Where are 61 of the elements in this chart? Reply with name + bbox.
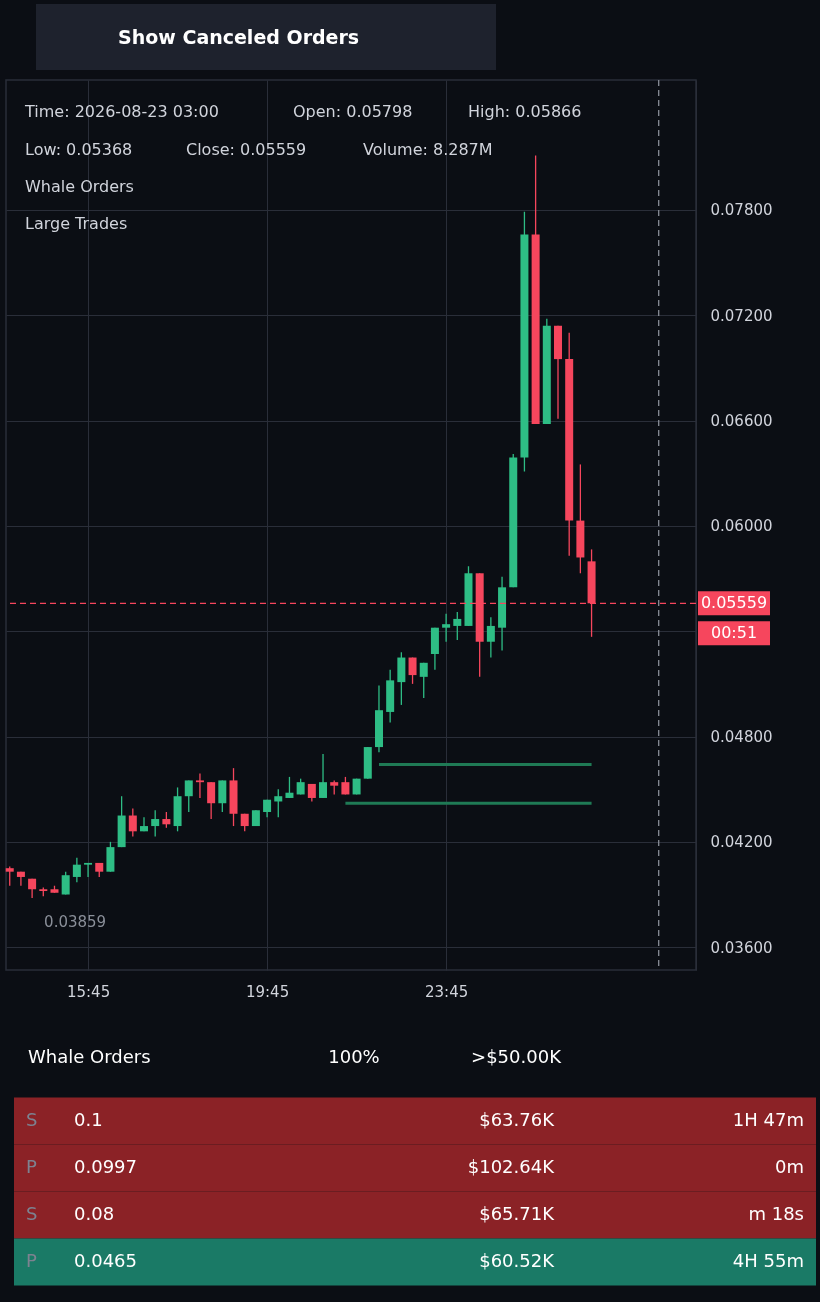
candlestick <box>72 857 81 883</box>
text: $63.76K <box>479 1109 556 1130</box>
text: >$50.00K <box>471 1046 563 1067</box>
x-tick-label: 23:45 <box>424 982 469 1001</box>
candlestick <box>184 779 193 813</box>
candlestick <box>442 613 451 643</box>
text: 100% <box>328 1046 380 1067</box>
annotation: Low: 0.05368 <box>25 140 133 159</box>
candlestick <box>128 807 137 838</box>
text: 4H 55m <box>732 1250 804 1271</box>
text: m 18s <box>748 1203 804 1224</box>
annotation: Close: 0.05559 <box>186 140 307 159</box>
candlestick <box>61 871 70 896</box>
x-tick-label: 19:45 <box>245 982 290 1001</box>
text: Show Canceled Orders <box>118 26 360 48</box>
annotation: Open: 0.05798 <box>293 102 413 121</box>
candlestick <box>84 862 93 878</box>
text: 0.0465 <box>74 1250 137 1271</box>
y-tick-label: 0.07800 <box>710 201 773 220</box>
y-tick-label: 0.04200 <box>710 833 773 852</box>
annotation: 0.03859 <box>44 912 107 931</box>
text: P <box>26 1250 37 1271</box>
ref-line-label: 0.05559 <box>700 593 768 613</box>
candlestick <box>453 611 462 641</box>
text: 00:51 <box>710 623 758 643</box>
text: P <box>26 1156 37 1177</box>
candlestick <box>408 656 417 685</box>
text: Whale Orders <box>28 1046 151 1067</box>
annotation: Time: 2026-08-23 03:00 <box>24 102 219 121</box>
y-tick-label: 0.04800 <box>710 728 773 747</box>
text: $60.52K <box>479 1250 556 1271</box>
candlestick <box>195 772 204 799</box>
candlestick <box>319 753 328 799</box>
y-tick-label: 0.06000 <box>710 517 773 536</box>
text: $102.64K <box>467 1156 556 1177</box>
text: 0.08 <box>74 1203 115 1224</box>
candlestick <box>140 816 148 832</box>
y-tick-label: 0.07200 <box>710 306 773 325</box>
candlestick <box>151 809 160 838</box>
candlestick <box>5 865 14 887</box>
y-tick-label: 0.03600 <box>710 938 773 957</box>
candlestick <box>486 616 495 659</box>
text: 0.1 <box>74 1109 103 1130</box>
x-tick-label: 15:45 <box>66 982 111 1001</box>
text: S <box>26 1203 38 1224</box>
text: 1H 47m <box>732 1109 804 1130</box>
y-tick-label: 0.06600 <box>710 412 773 431</box>
candlestick <box>16 871 25 887</box>
annotation: Volume: 8.287M <box>363 140 493 159</box>
text: $65.71K <box>479 1203 556 1224</box>
annotation: Whale Orders <box>25 177 134 196</box>
text: 0.0997 <box>74 1156 137 1177</box>
annotation: Large Trades <box>25 214 128 233</box>
candlestick <box>285 776 294 799</box>
candlestick <box>419 662 428 699</box>
text: 0m <box>775 1156 804 1177</box>
text: S <box>26 1109 38 1130</box>
candlestick <box>207 781 216 820</box>
candlestick <box>274 788 283 818</box>
annotation: High: 0.05866 <box>468 102 582 121</box>
candlestick <box>218 779 227 813</box>
